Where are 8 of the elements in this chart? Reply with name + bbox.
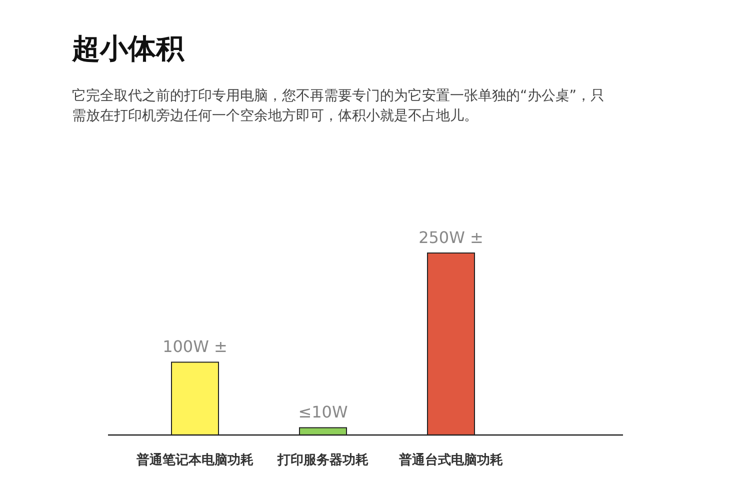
data-label: ≤10W <box>298 402 348 422</box>
x-tick-label: 普通笔记本电脑功耗 <box>136 452 254 468</box>
chart-subtitle: 它完全取代之前的打印专用电脑，您不再需要专门的为它安置一张单独的“办公桌”，只需放在打印机旁边任何一个空余地方即可，体积小就是不占地儿。 <box>72 87 606 126</box>
x-tick-label: 打印服务器功耗 <box>276 452 368 468</box>
chart-title: 超小体积 <box>72 31 184 67</box>
data-label: 250W ± <box>418 228 484 247</box>
data-label: 100W ± <box>162 337 228 356</box>
x-tick-label: 普通台式电脑功耗 <box>398 452 503 468</box>
